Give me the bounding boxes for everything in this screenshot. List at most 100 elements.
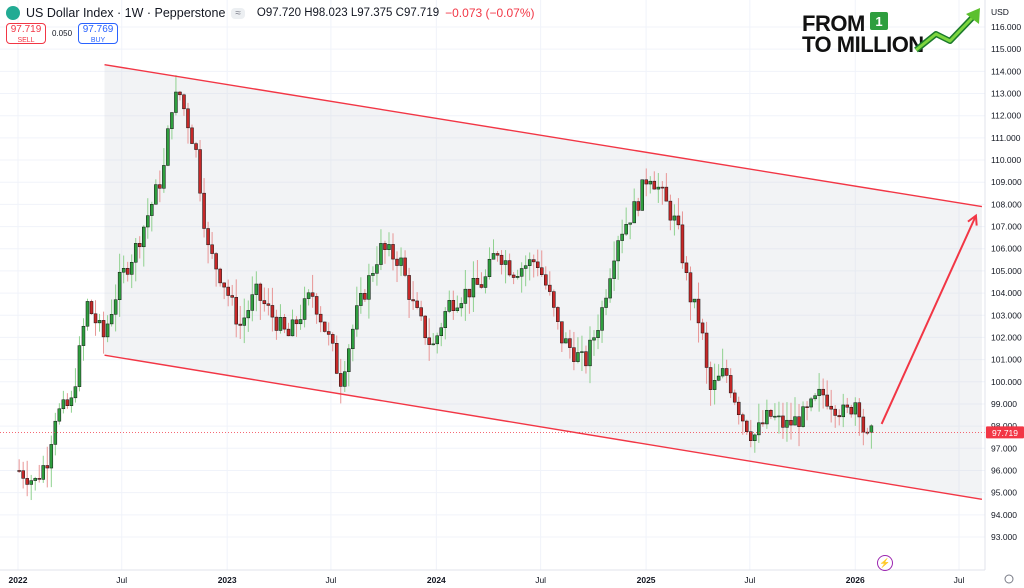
arrow-shaft xyxy=(880,215,977,425)
price-tick-label: 104.000 xyxy=(991,288,1022,298)
candle-body xyxy=(230,295,234,298)
candle-body xyxy=(290,319,295,337)
sell-button[interactable]: 97.719 SELL xyxy=(6,23,46,44)
candle-body xyxy=(286,328,291,337)
current-price-label: 97.719 xyxy=(986,426,1024,439)
candle-body xyxy=(338,373,343,387)
candle-body xyxy=(556,307,560,322)
candle-body xyxy=(527,259,532,266)
candle-body xyxy=(523,265,528,269)
candle-body xyxy=(519,268,524,277)
candle-body xyxy=(668,200,673,221)
candle-body xyxy=(580,351,584,353)
candle-body xyxy=(431,343,435,346)
candle-body xyxy=(206,228,210,246)
candle-body xyxy=(459,303,464,309)
price-tick-label: 103.000 xyxy=(991,310,1022,320)
price-tick-label: 100.000 xyxy=(991,377,1022,387)
candle-body xyxy=(17,470,21,472)
price-tick-label: 110.000 xyxy=(991,155,1021,165)
logo-line2: TO MILLION xyxy=(802,32,924,57)
candle-body xyxy=(640,179,644,211)
channel-lower-line[interactable] xyxy=(104,354,983,500)
candle-body xyxy=(150,203,154,216)
candle-body xyxy=(254,283,259,295)
logo-badge: 1 xyxy=(875,14,882,29)
tilde-pill[interactable]: ≈ xyxy=(231,7,245,19)
price-axis[interactable]: USD93.00094.00095.00096.00097.00098.0009… xyxy=(984,0,1022,584)
channel-upper-line[interactable] xyxy=(104,64,983,208)
candle-body xyxy=(588,339,592,367)
candle-body xyxy=(37,478,41,480)
axis-currency: USD xyxy=(991,7,1009,17)
sell-price: 97.719 xyxy=(10,24,42,35)
candle-body xyxy=(85,301,90,327)
candle-body xyxy=(548,284,552,292)
candle-body xyxy=(403,257,407,276)
candle-body xyxy=(242,317,247,326)
candle-body xyxy=(146,215,150,228)
candle-body xyxy=(101,320,106,338)
candle-body xyxy=(383,243,387,250)
price-label-text: 97.719 xyxy=(992,428,1018,438)
candle-body xyxy=(857,402,862,418)
time-tick-label: Jul xyxy=(116,575,127,585)
candle-body xyxy=(785,419,789,428)
candle-body xyxy=(322,321,327,332)
price-tick-label: 94.000 xyxy=(991,510,1017,520)
candle-body xyxy=(270,305,275,318)
candle-body xyxy=(198,149,202,194)
symbol-title[interactable]: US Dollar Index · 1W · Pepperstone xyxy=(26,6,226,20)
candle-body xyxy=(684,262,689,273)
candle-body xyxy=(572,347,576,362)
time-tick-label: 2026 xyxy=(846,575,865,585)
candle-body xyxy=(612,260,616,279)
candle-body xyxy=(861,416,866,433)
candle-body xyxy=(371,273,375,276)
from-to-million-logo: FROM TO MILLION 1 xyxy=(798,8,988,58)
candle-body xyxy=(89,301,94,315)
buy-button[interactable]: 97.769 BUY xyxy=(78,23,119,44)
candle-body xyxy=(210,244,214,254)
flash-icon[interactable]: ⚡ xyxy=(877,555,893,571)
sell-label: SELL xyxy=(17,37,35,44)
time-tick-label: 2022 xyxy=(9,575,28,585)
candle-body xyxy=(73,386,78,399)
candle-body xyxy=(395,258,399,266)
candle-body xyxy=(841,404,845,418)
time-tick-label: 2025 xyxy=(637,575,656,585)
candle-body xyxy=(351,328,355,349)
candle-body xyxy=(182,94,186,110)
time-tick-label: 2023 xyxy=(218,575,237,585)
candle-body xyxy=(600,307,604,331)
candle-body xyxy=(186,108,190,129)
candle-body xyxy=(688,272,693,303)
candle-body xyxy=(326,331,331,335)
candle-body xyxy=(539,267,544,275)
candle-body xyxy=(817,388,821,396)
candle-body xyxy=(676,215,681,226)
candle-body xyxy=(656,186,661,190)
candle-body xyxy=(391,244,395,260)
candle-body xyxy=(129,261,134,275)
candle-body xyxy=(672,215,677,221)
time-axis[interactable]: 2022 Jul 2023 Jul 2024 Jul 2025 Jul 2026 Jul xyxy=(0,569,985,585)
candle-body xyxy=(246,310,251,319)
candle-body xyxy=(379,243,383,265)
candle-body xyxy=(531,259,536,263)
candle-body xyxy=(41,465,46,480)
candle-body xyxy=(745,420,749,432)
candle-body xyxy=(749,431,753,441)
candle-body xyxy=(564,338,568,344)
trade-panel: 97.719 SELL 0.050 97.769 BUY xyxy=(6,23,119,44)
candle-body xyxy=(302,298,307,320)
candle-body xyxy=(343,371,347,387)
candle-body xyxy=(608,278,612,299)
candle-body xyxy=(829,405,833,410)
projection-arrow[interactable] xyxy=(880,213,978,425)
candle-body xyxy=(387,244,391,250)
change-value: −0.073 (−0.07%) xyxy=(445,6,535,20)
logo-arrow-icon: 1 xyxy=(870,8,980,53)
price-tick-label: 95.000 xyxy=(991,488,1017,498)
